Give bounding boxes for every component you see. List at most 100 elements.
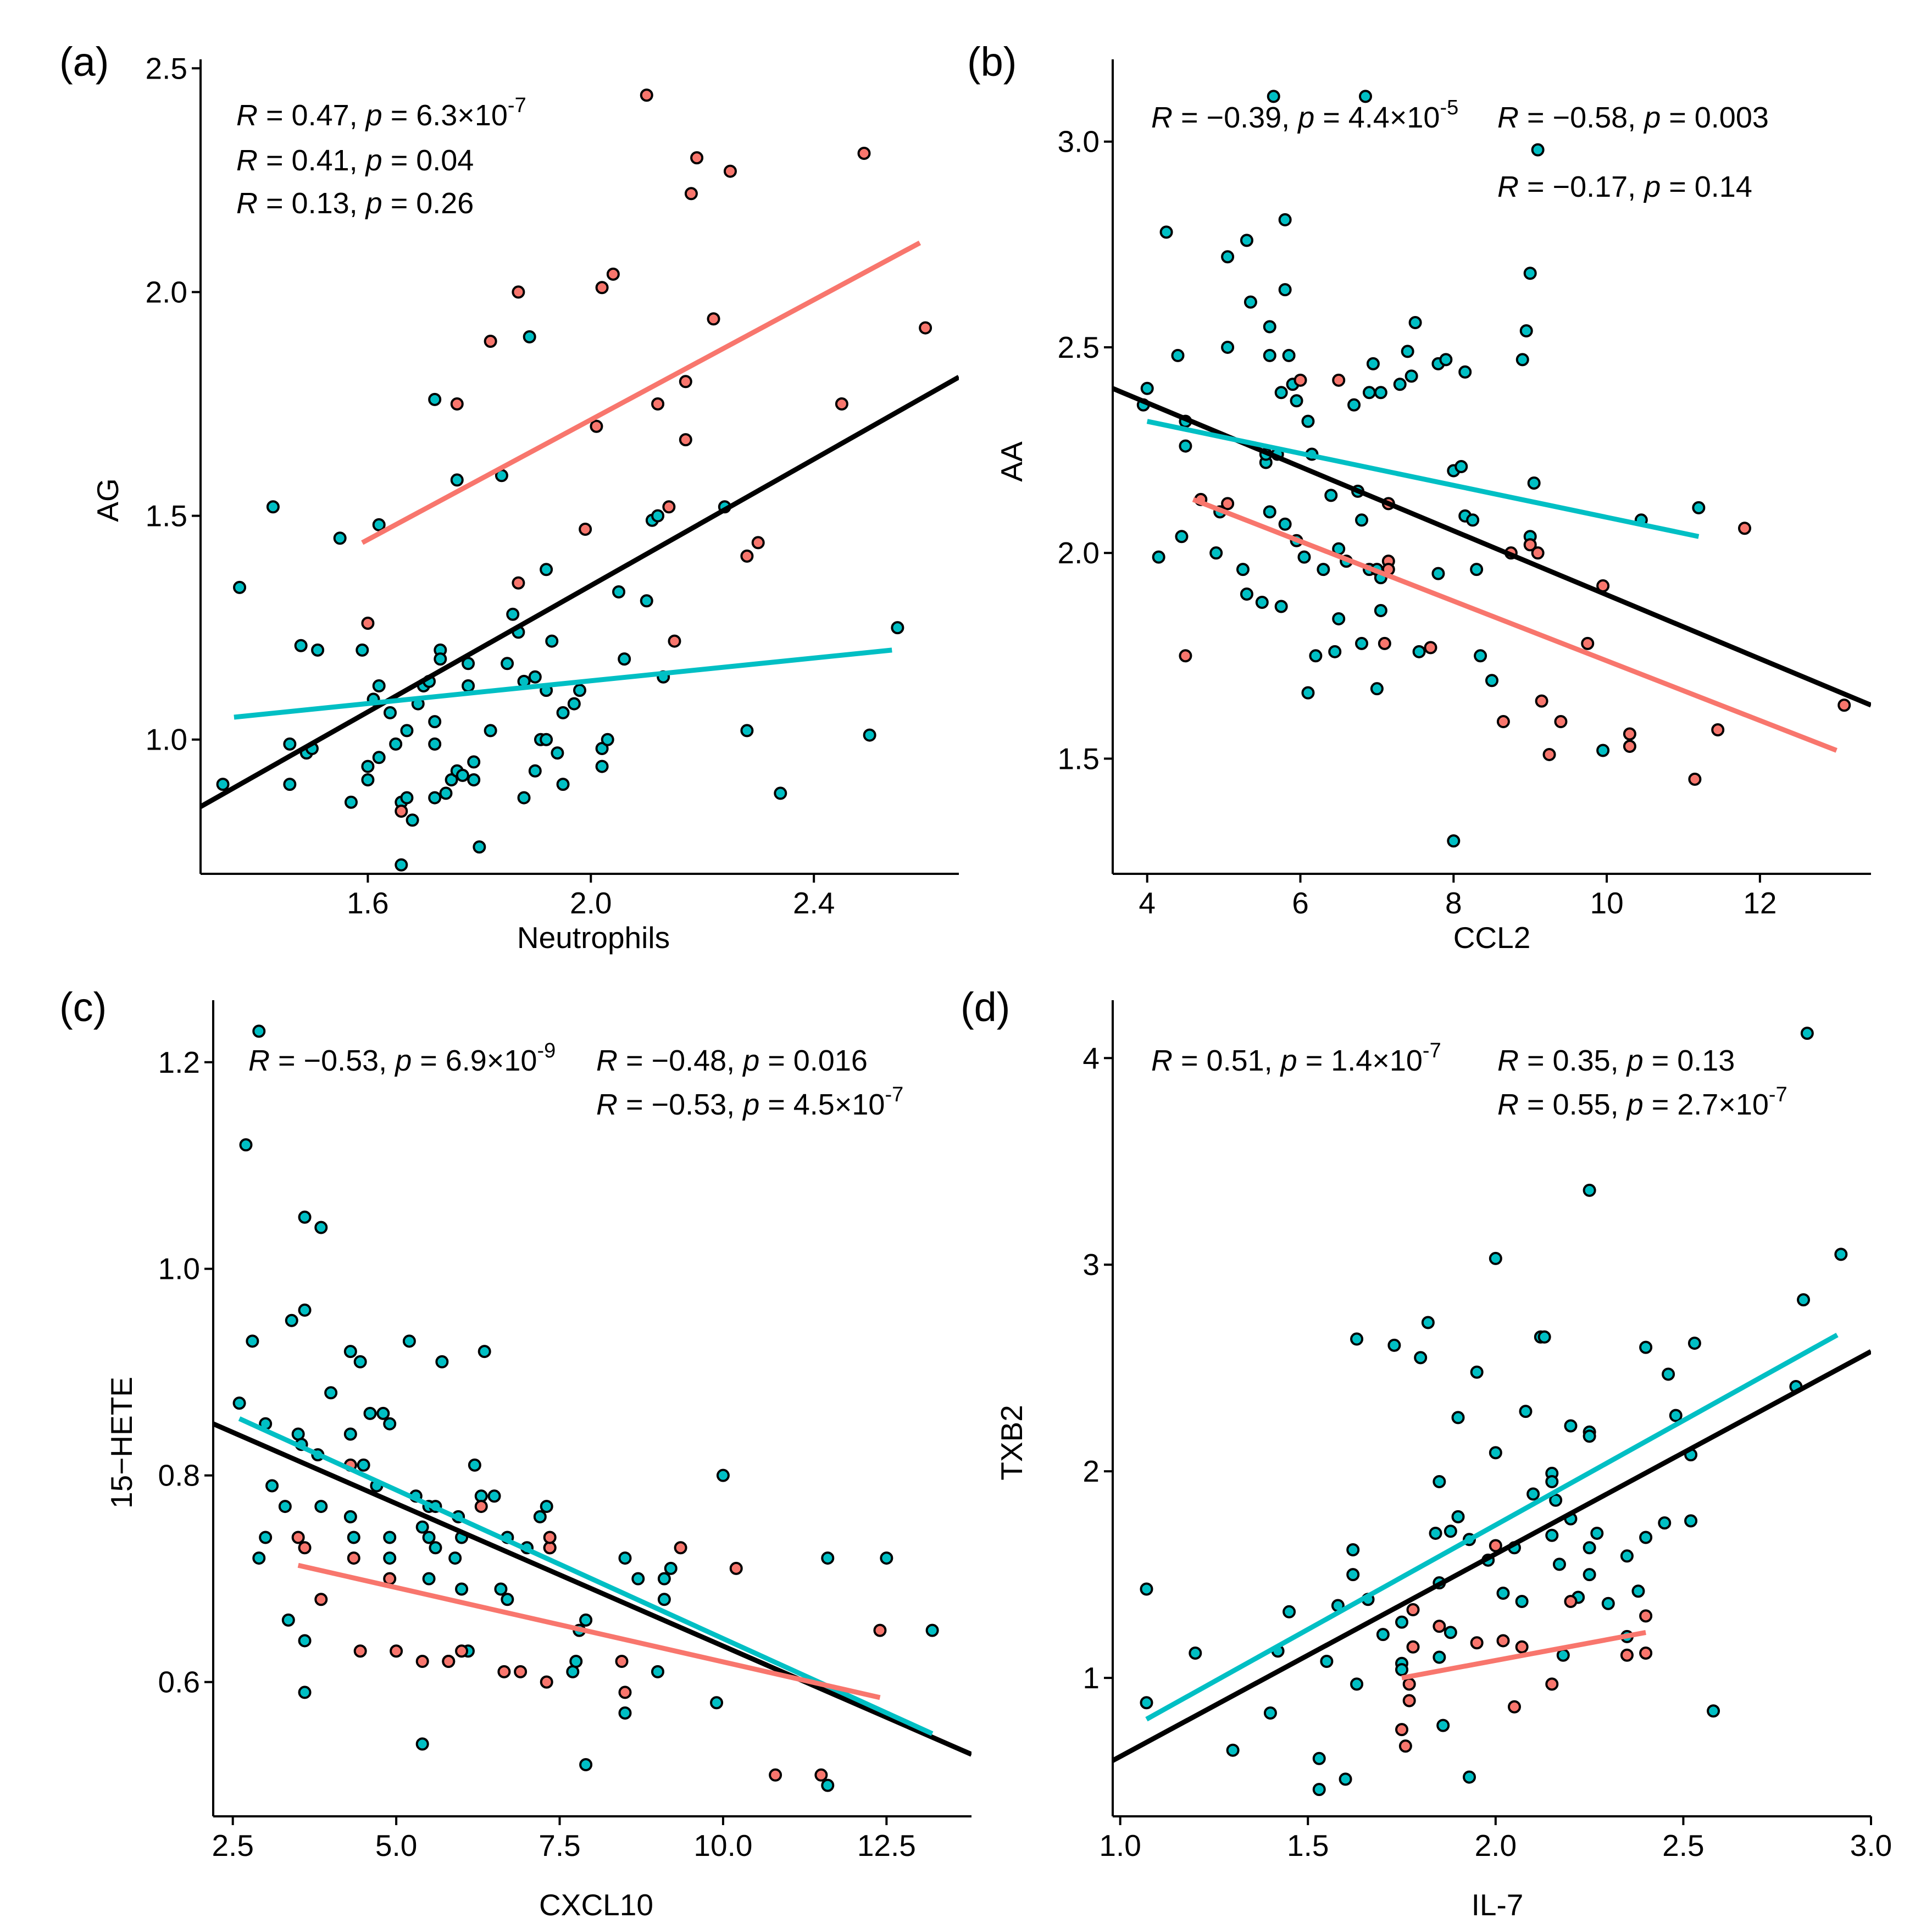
data-point-teal: [925, 1623, 939, 1637]
data-point-teal: [1346, 1568, 1360, 1582]
data-point-red: [1623, 727, 1636, 741]
data-point-red: [640, 88, 653, 102]
fit-lines-layer: [201, 240, 959, 809]
data-point-teal: [1454, 460, 1468, 473]
data-point-teal: [1470, 1365, 1484, 1379]
data-point-red: [873, 1623, 887, 1637]
y-axis-label: TXB2: [995, 1405, 1029, 1481]
data-point-teal: [314, 1500, 328, 1514]
correlation-annotation-group_teal: R = −0.17, p = 0.14: [1497, 170, 1752, 203]
x-tick-label: 10: [1590, 886, 1623, 920]
data-point-teal: [556, 706, 570, 719]
data-point-teal: [1395, 1615, 1409, 1629]
data-point-red: [615, 1655, 629, 1669]
data-point-teal: [551, 746, 564, 760]
correlation-annotation-group_red: R = −0.48, p = 0.016: [596, 1044, 868, 1077]
data-point-red: [1470, 1636, 1484, 1650]
data-point-teal: [1226, 1743, 1240, 1757]
data-point-teal: [517, 791, 531, 805]
panel-a: (a) Neutrophils AG 1.6 2.0 2.4 1.0 1.5 2.0 2.5…: [59, 39, 959, 955]
data-point-teal: [863, 728, 876, 742]
y-tick-label: 1: [1082, 1661, 1100, 1695]
data-point-teal: [383, 1551, 397, 1565]
data-point-teal: [1221, 250, 1235, 264]
x-axis-label: CXCL10: [539, 1888, 653, 1922]
data-point-teal: [1458, 365, 1472, 379]
data-point-teal: [1552, 1557, 1566, 1571]
data-point-teal: [640, 594, 653, 608]
x-tick-label: 12.5: [857, 1828, 916, 1863]
data-point-teal: [415, 1520, 429, 1534]
data-point-red: [347, 1551, 360, 1565]
panel-d: (d) IL-7 TXB2 1.0 1.5 2.0 2.5 3.0 1 2 3 4 R = 0.5…: [961, 984, 1892, 1922]
data-point-teal: [1684, 1514, 1698, 1528]
data-point-teal: [428, 392, 442, 406]
fit-lines-layer: [213, 1416, 971, 1757]
data-point-red: [395, 805, 408, 818]
data-point-teal: [455, 1582, 469, 1596]
data-point-teal: [1669, 1409, 1683, 1422]
data-point-red: [595, 281, 609, 295]
data-point-teal: [540, 1500, 553, 1514]
data-point-red: [1406, 1603, 1420, 1617]
data-point-teal: [1301, 686, 1315, 700]
data-point-red: [579, 523, 592, 536]
regression-line-group_red: [1192, 497, 1837, 753]
data-point-red: [1406, 1640, 1420, 1654]
data-point-teal: [1412, 645, 1426, 658]
data-point-teal: [278, 1500, 292, 1514]
data-point-teal: [1376, 1628, 1390, 1642]
data-point-teal: [1444, 1525, 1457, 1538]
data-point-teal: [1519, 324, 1533, 337]
data-point-teal: [1451, 1510, 1465, 1523]
data-point-teal: [1527, 476, 1541, 490]
data-point-teal: [1496, 1586, 1510, 1600]
data-point-teal: [285, 1313, 298, 1327]
data-point-red: [314, 1593, 328, 1606]
y-tick-label: 1.0: [158, 1252, 200, 1286]
data-point-teal: [422, 1531, 436, 1544]
data-point-teal: [347, 1531, 360, 1544]
data-point-teal: [710, 1696, 724, 1710]
data-point-red: [543, 1531, 557, 1544]
y-tick-label: 1.5: [146, 499, 187, 533]
y-tick-label: 4: [1082, 1041, 1100, 1075]
data-point-teal: [1421, 1316, 1435, 1329]
data-point-teal: [324, 1386, 338, 1400]
data-point-teal: [1601, 1597, 1615, 1610]
data-point-teal: [657, 1572, 671, 1586]
y-tick-label: 1.5: [1058, 741, 1100, 775]
data-point-teal: [501, 657, 514, 670]
points-layer: [1140, 1027, 1848, 1797]
data-point-red: [455, 1644, 469, 1658]
points-layer: [232, 1024, 939, 1792]
data-point-teal: [343, 1345, 357, 1359]
data-point-teal: [1263, 1706, 1277, 1720]
regression-line-overall: [201, 375, 959, 809]
data-point-teal: [664, 1561, 678, 1575]
data-point-teal: [533, 1510, 547, 1523]
correlation-annotation-overall: R = −0.39, p = 4.4×10-5: [1151, 96, 1458, 134]
regression-line-overall: [1113, 1349, 1871, 1763]
data-point-teal: [1263, 348, 1276, 362]
regression-line-group_red: [1401, 1629, 1646, 1681]
regression-line-group_teal: [234, 647, 892, 720]
data-point-red: [679, 433, 692, 447]
data-point-teal: [1545, 1528, 1559, 1542]
data-point-teal: [439, 786, 453, 800]
data-point-teal: [389, 737, 403, 751]
data-point-teal: [343, 1427, 357, 1441]
data-point-teal: [556, 778, 570, 791]
y-axis-label: 15−HETE: [104, 1377, 138, 1509]
x-tick-label: 5.0: [375, 1828, 417, 1863]
data-point-teal: [372, 679, 386, 692]
data-point-teal: [400, 724, 414, 738]
data-point-red: [1554, 715, 1568, 729]
data-point-teal: [1175, 530, 1189, 544]
y-tick-label: 3.0: [1058, 125, 1100, 159]
data-point-teal: [1401, 345, 1414, 358]
data-point-red: [540, 1675, 553, 1689]
y-tick-label: 2: [1082, 1454, 1100, 1488]
data-point-teal: [400, 791, 414, 805]
y-tick-label: 1.2: [158, 1045, 200, 1079]
